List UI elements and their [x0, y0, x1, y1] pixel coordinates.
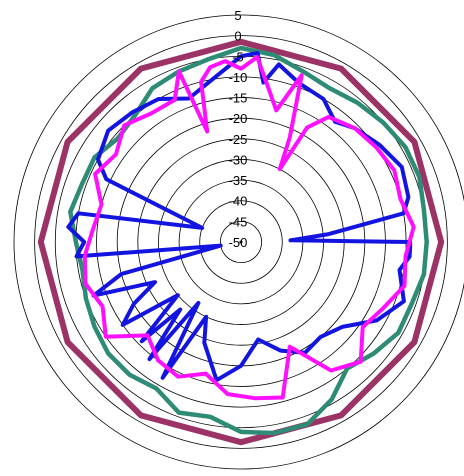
- grid-ring: [34, 35, 448, 449]
- series-line-2: [68, 45, 429, 436]
- radial-tick-label: -40: [229, 194, 248, 209]
- radial-tick-label: -25: [229, 132, 248, 147]
- radial-tick-label: -45: [229, 214, 248, 229]
- grid-ring: [199, 200, 283, 284]
- series-layer: [37, 38, 445, 446]
- radial-tick-label: 5: [234, 8, 241, 23]
- radial-tick-label: -15: [229, 91, 248, 106]
- radial-tick-label: -10: [229, 70, 248, 85]
- radial-tick-label: -20: [229, 111, 248, 126]
- radial-tick-label: -35: [229, 173, 248, 188]
- center-point: [239, 240, 243, 244]
- radial-tick-label: -5: [232, 49, 244, 64]
- series-line-4: [82, 55, 416, 401]
- series-line-1: [37, 38, 445, 446]
- grid-ring: [219, 220, 263, 264]
- radial-tick-labels: 5 0 -5 -10 -15 -20 -25 -30 -35 -40 -45 -50: [229, 8, 248, 250]
- radial-tick-label: -50: [229, 235, 248, 250]
- grid-ring: [13, 14, 464, 470]
- radial-tick-label: 0: [234, 29, 241, 44]
- radial-tick-label: -30: [229, 152, 248, 167]
